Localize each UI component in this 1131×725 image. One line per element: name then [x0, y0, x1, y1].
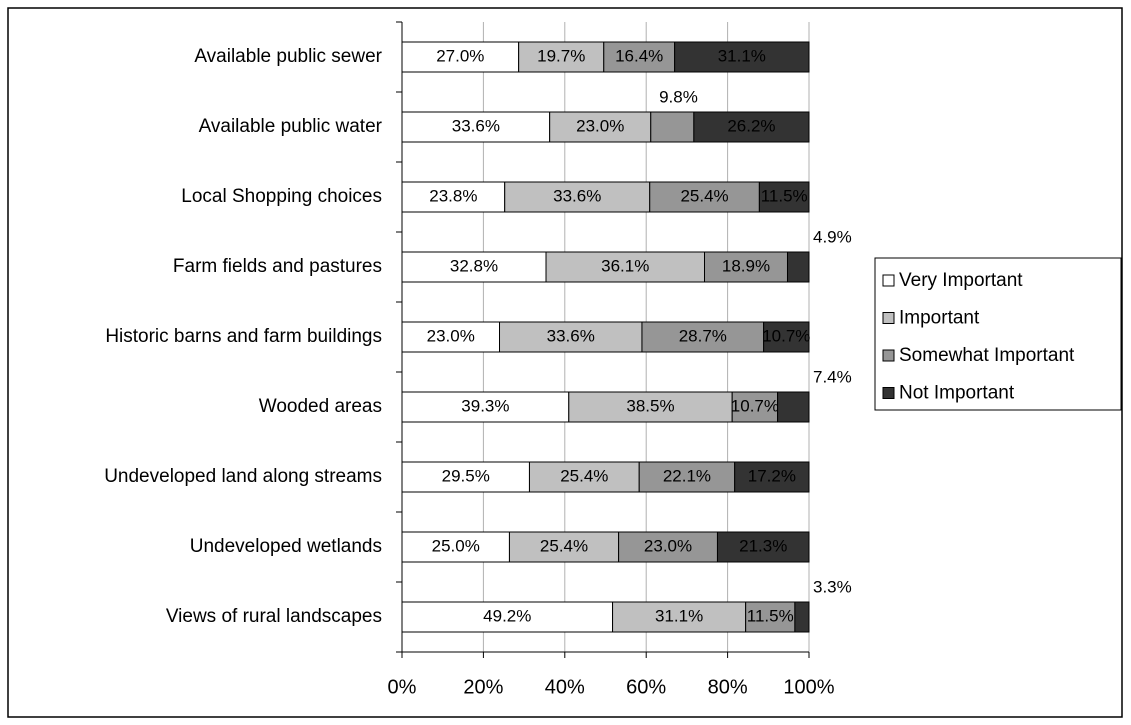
- x-tick-label: 80%: [708, 676, 748, 698]
- legend-label: Not Important: [899, 383, 1015, 404]
- data-label: 11.5%: [747, 606, 794, 625]
- legend-label: Somewhat Important: [899, 345, 1075, 366]
- bar-segment: [401, 41, 520, 73]
- y-tick-label: Views of rural landscapes: [166, 606, 382, 627]
- data-label: 27.0%: [436, 46, 484, 65]
- data-label: 31.1%: [655, 606, 703, 625]
- data-label: 26.2%: [727, 116, 775, 135]
- bar-segment: [704, 251, 788, 283]
- y-tick-label: Available public sewer: [194, 46, 382, 67]
- data-label: 18.9%: [722, 256, 770, 275]
- data-label: 16.4%: [615, 46, 663, 65]
- x-tick-label: 100%: [783, 676, 834, 698]
- bar-segment: [603, 41, 676, 73]
- data-label: 25.4%: [560, 466, 608, 485]
- bar-segment: [758, 181, 810, 213]
- data-label: 25.4%: [540, 536, 588, 555]
- data-label: 17.2%: [748, 466, 796, 485]
- bar-segment: [786, 251, 810, 283]
- legend-box: [874, 257, 1122, 411]
- data-label: 29.5%: [442, 466, 490, 485]
- bar-segment: [528, 461, 640, 493]
- data-label: 49.2%: [483, 606, 531, 625]
- data-label: 32.8%: [450, 256, 498, 275]
- data-label: 23.0%: [427, 326, 475, 345]
- y-tick-label: Farm fields and pastures: [173, 256, 382, 277]
- legend-swatch: [882, 274, 895, 287]
- y-tick-label: Local Shopping choices: [181, 186, 382, 207]
- data-label: 19.7%: [537, 46, 585, 65]
- y-tick-label: Available public water: [199, 116, 383, 137]
- y-tick-label: Historic barns and farm buildings: [105, 326, 382, 347]
- data-label: 33.6%: [452, 116, 500, 135]
- legend-label: Very Important: [899, 270, 1023, 291]
- bar-segment: [650, 111, 695, 143]
- data-label: 7.4%: [813, 367, 852, 386]
- data-label: 25.0%: [432, 536, 480, 555]
- bar-segment: [763, 321, 810, 353]
- bar-segment: [401, 321, 501, 353]
- x-tick-label: 0%: [388, 676, 417, 698]
- bar-segment: [693, 111, 810, 143]
- data-label: 10.7%: [762, 326, 810, 345]
- bar-segment: [518, 41, 605, 73]
- x-tick-label: 40%: [545, 676, 585, 698]
- data-label: 22.1%: [663, 466, 711, 485]
- bar-segment: [545, 251, 706, 283]
- y-tick-label: Wooded areas: [259, 396, 382, 417]
- data-label: 11.5%: [761, 186, 808, 205]
- data-label: 36.1%: [601, 256, 649, 275]
- data-label: 33.6%: [553, 186, 601, 205]
- bar-segment: [401, 391, 570, 423]
- bar-segment: [731, 391, 779, 423]
- bar-segment: [674, 41, 810, 73]
- bar-segment: [745, 601, 796, 633]
- bar-segment: [638, 461, 736, 493]
- bar-segment: [618, 531, 718, 563]
- data-label: 3.3%: [813, 577, 852, 596]
- y-tick-label: Undeveloped wetlands: [190, 536, 382, 557]
- data-label: 39.3%: [461, 396, 509, 415]
- bar-segment: [568, 391, 733, 423]
- data-label: 25.4%: [680, 186, 728, 205]
- y-tick-label: Undeveloped land along streams: [104, 466, 382, 487]
- bar-segment: [549, 111, 652, 143]
- bar-segment: [401, 111, 551, 143]
- bar-segment: [401, 461, 530, 493]
- bar-segment: [504, 181, 651, 213]
- data-label: 28.7%: [679, 326, 727, 345]
- bar-segment: [401, 181, 506, 213]
- x-tick-label: 20%: [463, 676, 503, 698]
- data-label: 23.0%: [644, 536, 692, 555]
- data-label: 21.3%: [739, 536, 787, 555]
- data-label: 33.6%: [547, 326, 595, 345]
- x-tick-label: 60%: [626, 676, 666, 698]
- data-label: 9.8%: [659, 87, 698, 106]
- bar-segment: [499, 321, 643, 353]
- data-label: 23.8%: [429, 186, 477, 205]
- bar-segment: [734, 461, 810, 493]
- data-label: 23.0%: [576, 116, 624, 135]
- bar-segment: [401, 601, 614, 633]
- bar-segment: [401, 251, 547, 283]
- legend-label: Important: [899, 308, 980, 329]
- data-label: 31.1%: [718, 46, 766, 65]
- bar-segment: [649, 181, 760, 213]
- legend-swatch: [882, 387, 895, 399]
- data-label: 38.5%: [626, 396, 674, 415]
- data-label: 4.9%: [813, 227, 852, 246]
- data-label: 10.7%: [731, 396, 779, 415]
- bar-segment: [716, 531, 810, 563]
- bar-segment: [777, 391, 810, 423]
- bar-segment: [794, 601, 810, 633]
- legend-swatch: [882, 349, 895, 362]
- legend-swatch: [882, 312, 895, 324]
